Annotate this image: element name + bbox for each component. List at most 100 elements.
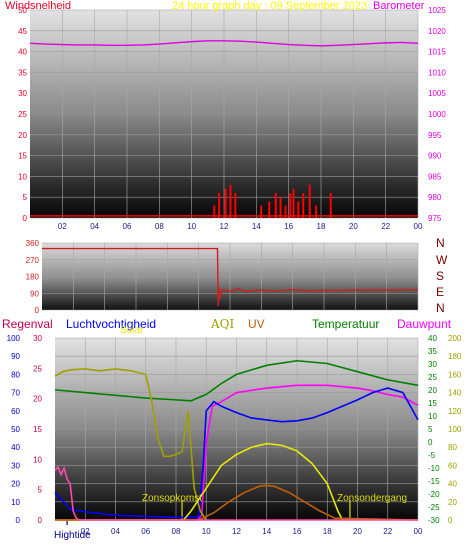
temperature-tick-label: -5 bbox=[428, 451, 436, 460]
regenval-tick-label: 90 bbox=[11, 352, 20, 361]
panel-wind-direction-series bbox=[42, 247, 419, 307]
legend-regenval: Regenval bbox=[2, 317, 53, 331]
wind-gust-bar bbox=[279, 197, 282, 218]
regenval-tick-label: 70 bbox=[11, 389, 20, 398]
x-tick-label: 10 bbox=[202, 527, 211, 536]
legend-solar: Solar bbox=[120, 325, 144, 336]
temperature-line bbox=[54, 359, 419, 402]
x-tick-label: 08 bbox=[172, 527, 181, 536]
dewpoint-tick-label: 140 bbox=[448, 389, 462, 398]
dewpoint-tick-label: 80 bbox=[448, 443, 457, 452]
humidity-tick-label: 0 bbox=[38, 516, 43, 525]
panel-multi-series bbox=[54, 359, 419, 525]
wind-gust-bar bbox=[289, 193, 292, 218]
temperature-tick-label: -10 bbox=[428, 464, 440, 473]
barometer-line bbox=[29, 40, 419, 47]
wind-dir-tick-label: 0 bbox=[35, 306, 40, 315]
windspeed-tick-label: 50 bbox=[18, 6, 27, 15]
barometer-tick-label: 1015 bbox=[428, 48, 446, 57]
temperature-tick-label: 15 bbox=[428, 399, 437, 408]
windspeed-tick-label: 30 bbox=[18, 89, 27, 98]
windspeed-tick-label: 40 bbox=[18, 48, 27, 57]
aqi-line bbox=[54, 368, 207, 521]
barometer-tick-label: 990 bbox=[428, 152, 442, 161]
temperature-tick-label: 25 bbox=[428, 373, 437, 382]
wind-gust-bar bbox=[308, 184, 311, 218]
wind-gust-bar bbox=[224, 188, 227, 218]
panel-wind-direction-ticks: 0 90 180 270 360 bbox=[26, 239, 40, 315]
wind-dir-tick-label: 90 bbox=[30, 289, 39, 298]
panel-multi-ticks: 0102030405060708090100051015202530-30-25… bbox=[7, 334, 462, 536]
temperature-tick-label: 20 bbox=[428, 386, 437, 395]
wind-gust-bar bbox=[315, 205, 318, 218]
legend-temperatuur: Temperatuur bbox=[312, 317, 380, 331]
x-tick-label: 12 bbox=[220, 222, 229, 231]
dewpoint-tick-label: 120 bbox=[448, 407, 462, 416]
wind-dir-tick-label: 270 bbox=[26, 256, 40, 265]
wind-gust-bar bbox=[329, 193, 332, 218]
wind-dir-tick-label: 360 bbox=[26, 239, 40, 248]
dewpoint-tick-label: 60 bbox=[448, 461, 457, 470]
x-tick-label: 00 bbox=[414, 527, 423, 536]
wind-dir-label-w: W bbox=[436, 253, 448, 267]
x-tick-label: 18 bbox=[317, 222, 326, 231]
x-tick-label: 16 bbox=[293, 527, 302, 536]
dewpoint-tick-label: 20 bbox=[448, 498, 457, 507]
solar-line bbox=[55, 442, 418, 521]
panel-wind-barometer-ticks: 0510152025303540455097598098599099510001… bbox=[18, 6, 446, 231]
dewpoint-line bbox=[55, 384, 419, 521]
humidity-tick-label: 15 bbox=[33, 425, 42, 434]
wind-gust-bar bbox=[292, 188, 295, 218]
x-tick-label: 22 bbox=[381, 222, 390, 231]
humidity-tick-label: 10 bbox=[33, 455, 42, 464]
x-tick-label: 04 bbox=[90, 222, 99, 231]
temperature-tick-label: 0 bbox=[428, 438, 433, 447]
legend-uv: UV bbox=[248, 317, 265, 331]
uv-line bbox=[55, 484, 419, 521]
wind-gust-bar bbox=[213, 205, 216, 218]
dewpoint-tick-label: 0 bbox=[448, 516, 453, 525]
temperature-tick-label: 30 bbox=[428, 360, 437, 369]
legend-dauwpunt: Dauwpunt bbox=[397, 317, 452, 331]
wind-dir-label-n-top: N bbox=[436, 236, 445, 250]
temperature-tick-label: 10 bbox=[428, 412, 437, 421]
dewpoint-tick-label: 200 bbox=[448, 334, 462, 343]
windspeed-axis-label: Windsnelheid bbox=[5, 0, 72, 12]
panel-multi-grid bbox=[55, 337, 419, 521]
wind-dir-label-e: E bbox=[436, 285, 445, 299]
windspeed-tick-label: 20 bbox=[18, 131, 27, 140]
x-tick-label: 08 bbox=[155, 222, 164, 231]
temperature-tick-label: 40 bbox=[428, 334, 437, 343]
x-tick-label: 04 bbox=[111, 527, 120, 536]
x-tick-label: 22 bbox=[383, 527, 392, 536]
humidity-tick-label: 5 bbox=[38, 486, 43, 495]
regenval-tick-label: 50 bbox=[11, 425, 20, 434]
x-tick-label: 06 bbox=[141, 527, 150, 536]
temperature-tick-label: 35 bbox=[428, 347, 437, 356]
wind-gust-bar bbox=[229, 184, 232, 218]
panel-wind-barometer-series bbox=[29, 40, 419, 218]
regenval-tick-label: 40 bbox=[11, 443, 20, 452]
humidity-tick-label: 20 bbox=[33, 395, 42, 404]
regenval-tick-label: 100 bbox=[7, 334, 21, 343]
temperature-tick-label: -30 bbox=[428, 516, 440, 525]
barometer-tick-label: 1000 bbox=[428, 110, 446, 119]
x-tick-label: 06 bbox=[123, 222, 132, 231]
x-tick-label: 02 bbox=[81, 527, 90, 536]
humidity-line bbox=[54, 387, 419, 519]
panel-wind-direction-grid bbox=[42, 242, 419, 311]
barometer-tick-label: 975 bbox=[428, 214, 442, 223]
barometer-tick-label: 1020 bbox=[428, 27, 446, 36]
temperature-tick-label: -15 bbox=[428, 477, 440, 486]
x-tick-label: 02 bbox=[58, 222, 67, 231]
regenval-tick-label: 80 bbox=[11, 370, 20, 379]
barometer-axis-label: Barometer bbox=[373, 0, 425, 12]
wind-gust-bar bbox=[268, 201, 271, 218]
chart-title: 24 hour graph day : 09 September 2023 bbox=[172, 0, 368, 12]
barometer-tick-label: 1010 bbox=[428, 68, 446, 77]
panel-wind-barometer-grid bbox=[30, 9, 419, 219]
wind-gust-bar bbox=[297, 201, 300, 218]
barometer-tick-label: 995 bbox=[428, 131, 442, 140]
windspeed-tick-label: 35 bbox=[18, 68, 27, 77]
